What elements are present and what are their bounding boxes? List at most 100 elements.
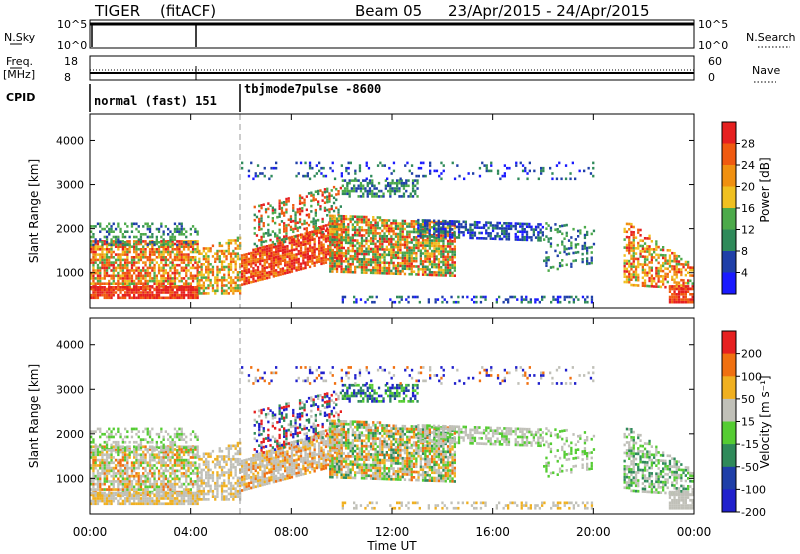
power-cell bbox=[354, 265, 357, 269]
power-cell bbox=[437, 224, 440, 228]
power-cell bbox=[360, 228, 364, 232]
power-cell bbox=[146, 271, 149, 275]
power-cell bbox=[229, 241, 233, 245]
velocity-cell bbox=[124, 491, 127, 495]
power-cell bbox=[315, 231, 318, 235]
power-cell bbox=[261, 278, 264, 281]
power-cell bbox=[259, 262, 262, 266]
power-cell bbox=[570, 262, 573, 266]
power-cell bbox=[326, 198, 329, 201]
power-cell bbox=[182, 261, 186, 264]
power-cell bbox=[347, 260, 350, 263]
velocity-cell bbox=[103, 474, 106, 478]
power-cell bbox=[260, 227, 263, 231]
power-cell bbox=[408, 262, 411, 265]
velocity-cell bbox=[146, 485, 149, 489]
velocity-cell bbox=[133, 499, 136, 503]
power-cell bbox=[245, 268, 248, 272]
power-cell bbox=[677, 293, 681, 296]
velocity-cell bbox=[94, 488, 97, 491]
power-cell bbox=[148, 241, 152, 244]
power-cell bbox=[256, 268, 260, 272]
power-cell bbox=[431, 255, 434, 258]
power-cell bbox=[383, 164, 386, 167]
power-cell bbox=[314, 211, 317, 215]
power-cell bbox=[484, 295, 487, 299]
power-cell bbox=[207, 265, 210, 269]
power-cell bbox=[287, 236, 290, 240]
power-cell bbox=[479, 300, 483, 304]
power-cell bbox=[397, 272, 400, 276]
power-cell bbox=[365, 237, 368, 240]
power-cell bbox=[677, 298, 681, 301]
power-cell bbox=[96, 222, 100, 226]
power-cell bbox=[200, 286, 203, 290]
power-cell bbox=[130, 256, 134, 259]
velocity-cell bbox=[99, 494, 102, 498]
power-cell bbox=[373, 300, 376, 304]
velocity-cell bbox=[155, 494, 158, 498]
velocity-cell bbox=[153, 477, 156, 481]
power-cell bbox=[96, 277, 100, 280]
power-cell bbox=[298, 197, 302, 200]
power-cell bbox=[202, 276, 205, 279]
power-cell bbox=[218, 244, 221, 248]
power-cell bbox=[324, 256, 328, 259]
power-cell bbox=[335, 246, 339, 250]
power-cell bbox=[401, 254, 404, 257]
power-cell bbox=[128, 240, 131, 243]
power-cell bbox=[444, 268, 447, 272]
power-cell bbox=[305, 227, 308, 230]
power-cell bbox=[133, 296, 136, 300]
power-cell bbox=[180, 277, 183, 280]
power-cell bbox=[209, 284, 212, 287]
power-cell bbox=[411, 295, 415, 299]
power-cell bbox=[653, 256, 656, 259]
power-cell bbox=[148, 271, 152, 275]
power-cell bbox=[182, 227, 186, 231]
power-cell bbox=[471, 236, 474, 240]
power-cell bbox=[103, 227, 106, 231]
velocity-cell bbox=[96, 453, 100, 457]
power-cell bbox=[160, 225, 163, 228]
power-cell bbox=[198, 281, 201, 285]
power-cell bbox=[313, 251, 316, 254]
power-cell bbox=[378, 237, 382, 240]
power-cell bbox=[259, 172, 262, 175]
power-cell bbox=[162, 230, 165, 233]
power-cell bbox=[520, 295, 523, 299]
power-cell bbox=[417, 241, 420, 244]
power-cell bbox=[403, 243, 407, 247]
power-cell bbox=[505, 237, 508, 241]
power-cell bbox=[252, 272, 255, 275]
velocity-cell bbox=[151, 499, 154, 503]
power-cell bbox=[507, 227, 511, 230]
power-cell bbox=[288, 260, 291, 263]
power-cell bbox=[668, 265, 672, 268]
power-cell bbox=[359, 298, 363, 301]
power-cell bbox=[675, 281, 678, 284]
power-cell bbox=[351, 215, 354, 218]
power-cell bbox=[333, 220, 336, 223]
power-cell bbox=[586, 252, 589, 255]
power-cell bbox=[277, 247, 280, 250]
power-cell bbox=[198, 265, 201, 269]
power-cell bbox=[401, 238, 404, 241]
power-cell bbox=[142, 233, 145, 236]
power-cell bbox=[225, 265, 228, 269]
power-cell bbox=[453, 274, 456, 277]
power-cell bbox=[307, 192, 311, 195]
power-cell bbox=[323, 188, 327, 191]
power-cell bbox=[119, 288, 122, 292]
power-cell bbox=[529, 298, 532, 301]
power-cell bbox=[351, 244, 354, 247]
power-cell bbox=[223, 273, 226, 277]
power-cell bbox=[456, 164, 459, 167]
power-cell bbox=[92, 245, 95, 248]
power-cell bbox=[329, 264, 332, 268]
power-cell bbox=[415, 254, 418, 258]
power-cell bbox=[406, 243, 409, 247]
velocity-cell bbox=[139, 477, 143, 481]
power-cell bbox=[639, 234, 642, 237]
velocity-cell bbox=[133, 497, 136, 500]
